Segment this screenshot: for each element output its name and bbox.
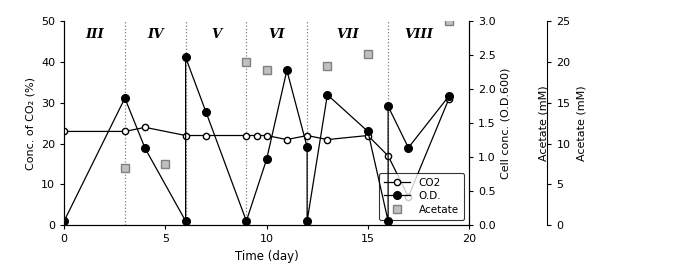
Text: IV: IV: [147, 28, 163, 40]
Y-axis label: Cell conc. (O.D.600): Cell conc. (O.D.600): [500, 68, 510, 179]
Y-axis label: Conc. of CO₂ (%): Conc. of CO₂ (%): [26, 77, 35, 170]
Y-axis label: Acetate (mM): Acetate (mM): [539, 85, 549, 161]
Text: VIII: VIII: [404, 28, 433, 40]
X-axis label: Time (day): Time (day): [235, 250, 298, 263]
Text: VI: VI: [269, 28, 285, 40]
Legend: CO2, O.D., Acetate: CO2, O.D., Acetate: [379, 173, 464, 220]
Y-axis label: Acetate (mM): Acetate (mM): [576, 85, 586, 161]
Text: III: III: [85, 28, 104, 40]
Text: VII: VII: [336, 28, 359, 40]
Text: V: V: [211, 28, 221, 40]
